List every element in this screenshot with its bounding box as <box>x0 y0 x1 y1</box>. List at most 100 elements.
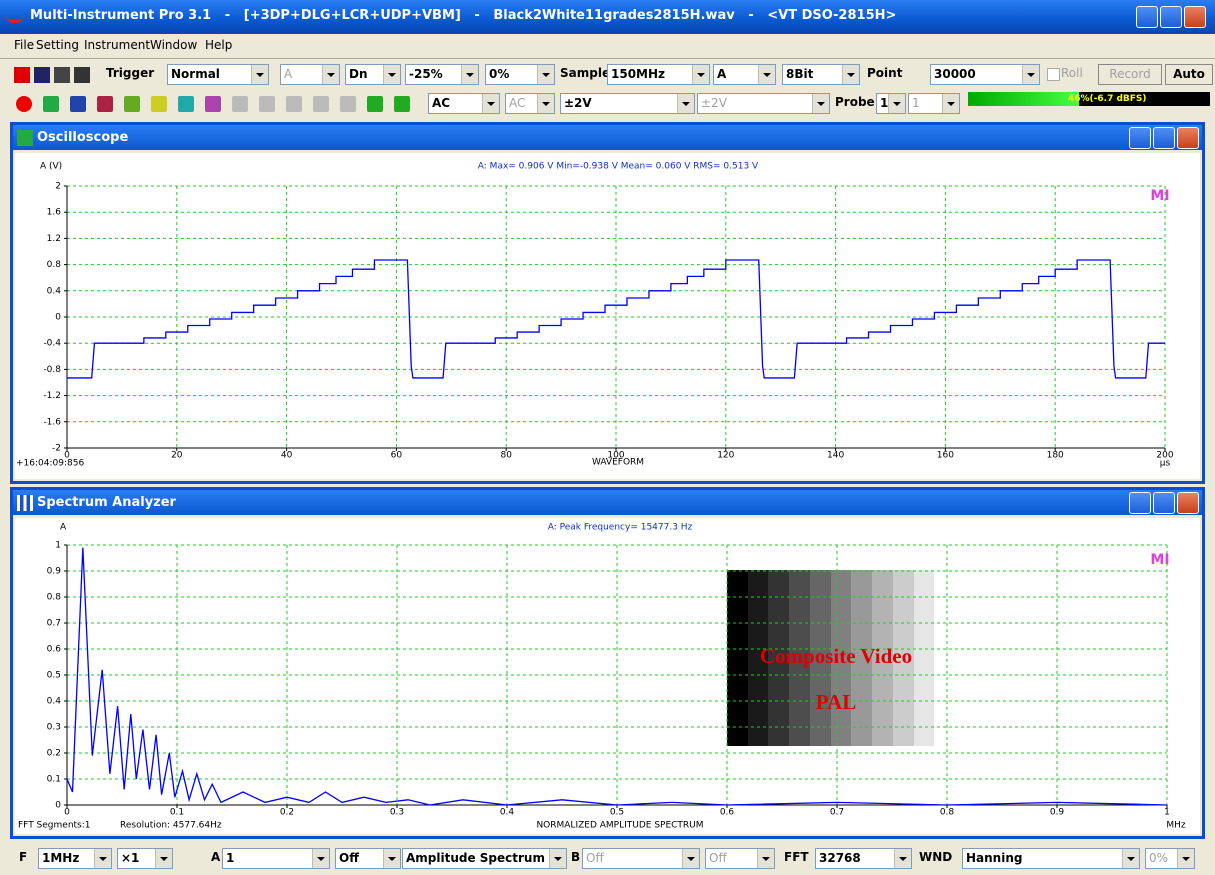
menu-item[interactable]: Window <box>150 38 198 52</box>
toolbar-icon[interactable] <box>367 96 383 112</box>
dropdown[interactable]: ±2V <box>560 93 695 114</box>
window-title: Oscilloscope <box>13 125 1202 150</box>
toolbar-icon[interactable] <box>74 67 90 83</box>
menu-item[interactable]: File <box>14 38 35 52</box>
dropdown[interactable]: ±2V <box>697 93 830 114</box>
dropdown[interactable]: AC <box>428 93 500 114</box>
toolbar-icon[interactable] <box>286 96 302 112</box>
toolbar-icon[interactable] <box>259 96 275 112</box>
separator <box>0 58 1215 59</box>
menu-item[interactable]: Instrument <box>84 38 151 52</box>
dropdown[interactable]: Off <box>705 848 775 869</box>
dropdown[interactable]: 150MHz <box>607 64 710 85</box>
app-icon <box>6 9 24 23</box>
control-text: AC <box>509 96 526 110</box>
dropdown[interactable]: 1MHz <box>38 848 112 869</box>
dropdown[interactable]: 8Bit <box>782 64 860 85</box>
control-text: 1 <box>880 96 889 110</box>
menu-item[interactable]: Setting <box>36 38 79 52</box>
dropdown[interactable]: AC <box>505 93 555 114</box>
dropdown[interactable]: A <box>280 64 340 85</box>
control-text: ±2V <box>701 96 727 110</box>
close-button[interactable] <box>1177 127 1199 149</box>
dropdown[interactable]: 32768 <box>815 848 912 869</box>
dropdown[interactable]: 1 <box>222 848 330 869</box>
button[interactable]: Record <box>1098 64 1162 85</box>
label: Point <box>867 66 903 80</box>
toolbar-icon[interactable] <box>54 67 70 83</box>
maximize-button[interactable] <box>1153 492 1175 514</box>
toolbar-icon[interactable] <box>16 96 32 112</box>
arrow <box>251 65 268 84</box>
control-text: A <box>284 67 293 81</box>
toolbar-icon[interactable] <box>70 96 86 112</box>
toolbar-icon[interactable] <box>178 96 194 112</box>
control-text: Off <box>339 851 359 865</box>
dropdown[interactable]: Normal <box>167 64 269 85</box>
gray-step <box>872 570 893 746</box>
restore-button[interactable] <box>1160 6 1182 28</box>
arrow <box>383 849 400 868</box>
toolbar-icon[interactable] <box>34 67 50 83</box>
dropdown[interactable]: Dn <box>345 64 401 85</box>
arrow <box>322 65 339 84</box>
minimize-button[interactable] <box>1136 6 1158 28</box>
close-button[interactable] <box>1177 492 1199 514</box>
control-text: A <box>717 67 727 81</box>
arrow <box>461 65 478 84</box>
gray-step <box>934 570 956 746</box>
toolbar-icon[interactable] <box>97 96 113 112</box>
control-text: 32768 <box>819 851 861 865</box>
button[interactable]: Auto <box>1165 64 1213 85</box>
dropdown[interactable]: Off <box>582 848 700 869</box>
plot-background <box>15 153 1200 479</box>
close-button[interactable] <box>1184 6 1206 28</box>
toolbar-icon[interactable] <box>394 96 410 112</box>
spin-box[interactable]: 0% <box>485 64 555 85</box>
toolbar-icon[interactable] <box>43 96 59 112</box>
arrow <box>383 65 400 84</box>
control-text: Hanning <box>966 851 1023 865</box>
control-text: Record <box>1109 67 1151 81</box>
toolbar-icon[interactable] <box>313 96 329 112</box>
arrow <box>537 65 554 84</box>
maximize-button[interactable] <box>1153 127 1175 149</box>
arrow <box>677 94 694 113</box>
dropdown[interactable]: Hanning <box>962 848 1140 869</box>
toolbar-icon[interactable] <box>340 96 356 112</box>
toolbar-icon[interactable] <box>151 96 167 112</box>
gray-step <box>747 570 769 746</box>
dropdown[interactable]: 30000 <box>930 64 1040 85</box>
dropdown[interactable]: ×1 <box>117 848 173 869</box>
toolbar-icon[interactable] <box>124 96 140 112</box>
arrow <box>942 94 959 113</box>
dropdown[interactable]: 1 <box>876 93 906 114</box>
menu-item[interactable]: Help <box>205 38 233 52</box>
checkbox[interactable]: Roll <box>1045 64 1097 85</box>
control-text: 30000 <box>934 67 976 81</box>
minimize-button[interactable] <box>1129 127 1151 149</box>
control-text: 1MHz <box>42 851 80 865</box>
dropdown[interactable]: 0% <box>1145 848 1195 869</box>
arrow <box>1022 65 1039 84</box>
arrow <box>888 94 905 113</box>
dropdown[interactable]: A <box>713 64 776 85</box>
control-text: 150MHz <box>611 67 666 81</box>
dropdown[interactable]: Off <box>335 848 401 869</box>
toolbar-icon[interactable] <box>205 96 221 112</box>
gray-step <box>789 570 810 746</box>
arrow <box>312 849 329 868</box>
arrow <box>812 94 829 113</box>
toolbar-icon[interactable] <box>232 96 248 112</box>
toolbar-icon[interactable] <box>14 67 30 83</box>
dropdown[interactable]: 1 <box>908 93 960 114</box>
label: A <box>211 850 221 864</box>
control-text: Amplitude Spectrum <box>406 851 545 865</box>
gray-step <box>727 570 748 746</box>
spin-box[interactable]: -25% <box>405 64 479 85</box>
control-text: Auto <box>1173 67 1205 81</box>
label: WND <box>919 850 953 864</box>
arrow <box>155 849 172 868</box>
dropdown[interactable]: Amplitude Spectrum <box>402 848 567 869</box>
minimize-button[interactable] <box>1129 492 1151 514</box>
